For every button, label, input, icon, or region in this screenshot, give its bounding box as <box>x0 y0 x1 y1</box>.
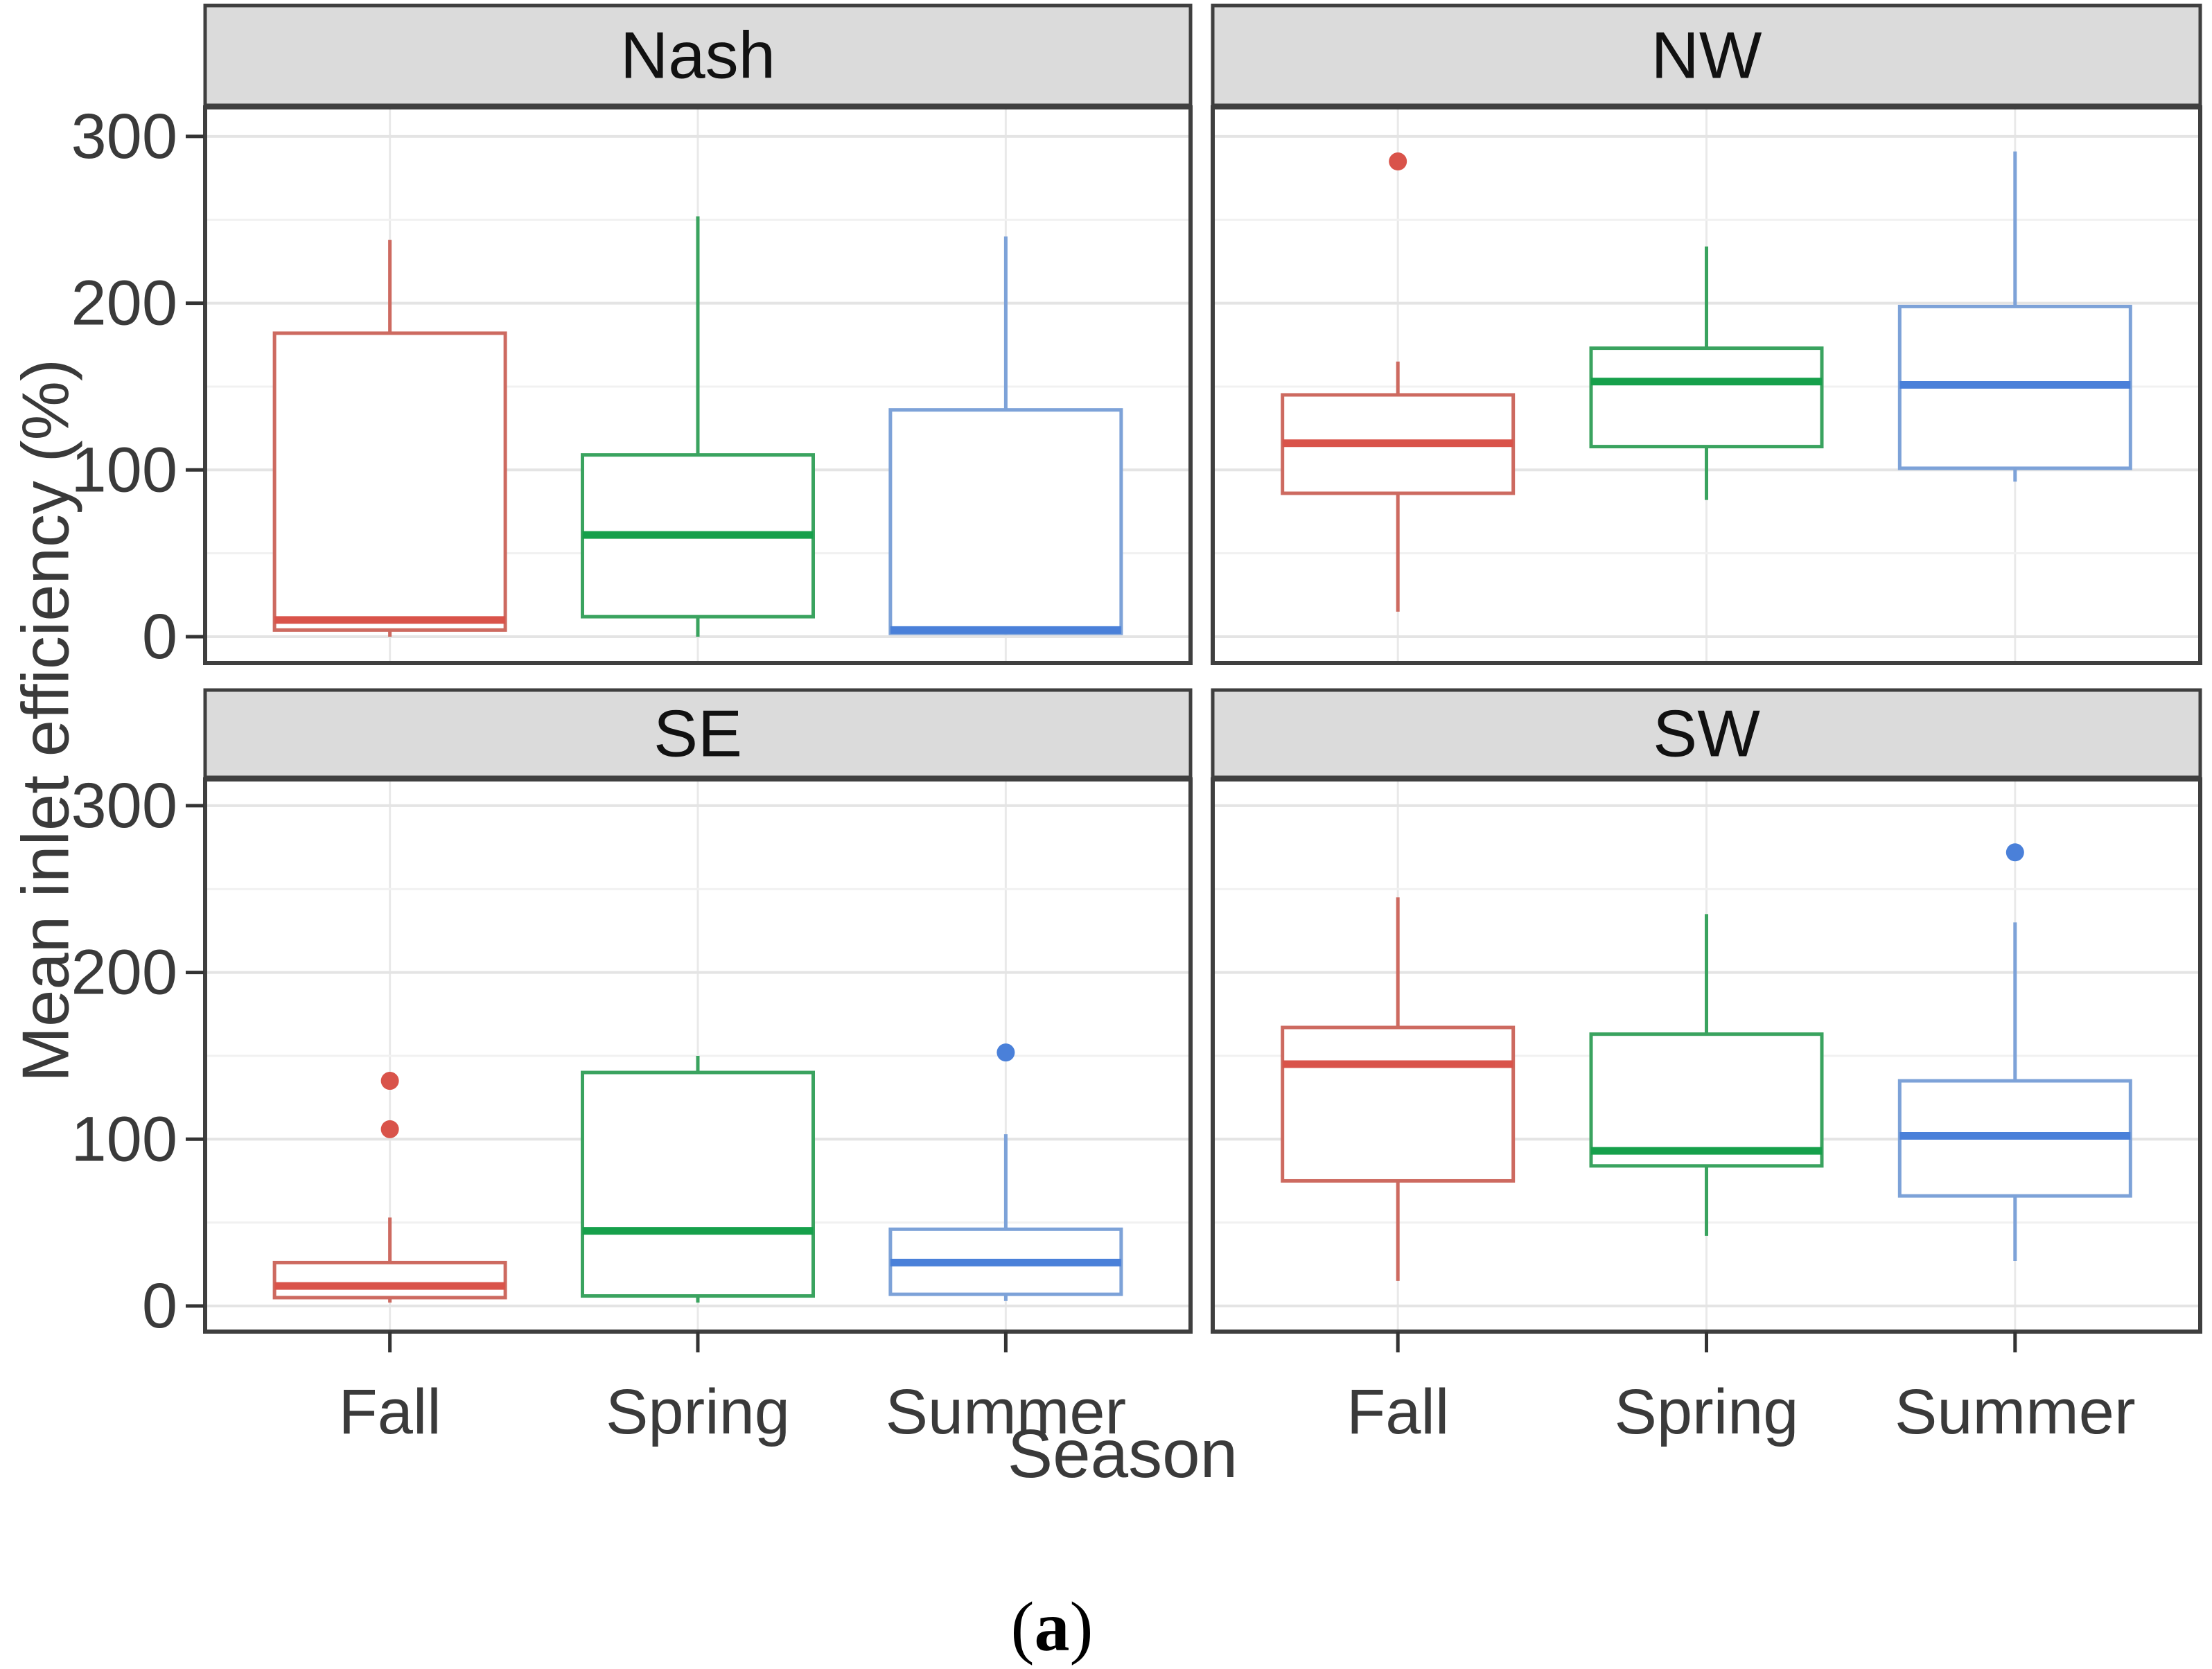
facet-panel-se: SE <box>203 688 1193 1334</box>
outlier-point <box>380 1072 399 1090</box>
iqr-box <box>272 1260 507 1300</box>
x-axis-tick-label-summer: Summer <box>1895 1377 2136 1447</box>
x-axis-tick-label-summer: Summer <box>886 1377 1127 1447</box>
x-axis-title: Season <box>1008 1415 1238 1492</box>
outlier-point <box>380 1120 399 1138</box>
iqr-box <box>1589 346 1824 449</box>
x-axis-tick-label-spring: Spring <box>606 1377 790 1447</box>
y-axis-tick-label: 300 <box>71 101 178 172</box>
boxplot-se-summer <box>888 1043 1123 1301</box>
y-axis-tick-label: 0 <box>142 1271 177 1341</box>
facet-strip <box>203 688 1193 779</box>
outlier-point <box>1389 152 1407 171</box>
boxplot-nash-summer <box>888 236 1123 635</box>
boxplot-nash-spring <box>581 216 815 637</box>
facet-panel-sw: SW <box>1211 688 2202 1334</box>
boxplot-nw-summer <box>1897 151 2132 482</box>
facet-strip <box>1211 3 2202 107</box>
facet-panel-nash: Nash <box>203 3 1193 665</box>
iqr-box <box>888 408 1123 635</box>
y-axis-tick-label: 200 <box>71 268 178 339</box>
y-axis-tick-label: 0 <box>142 601 177 672</box>
subfigure-caption: (a) <box>1011 1588 1094 1666</box>
facet-strip-label: NW <box>1651 19 1762 93</box>
y-axis-title: Mean inlet efficiency (%) <box>9 359 83 1082</box>
x-axis-tick-label-spring: Spring <box>1615 1377 1799 1447</box>
iqr-box <box>581 1070 815 1298</box>
y-axis-tick-label: 200 <box>71 937 178 1008</box>
boxplot-sw-spring <box>1589 914 1824 1236</box>
y-axis-tick-label: 300 <box>71 770 178 841</box>
facet-panel-nw: NW <box>1211 3 2202 665</box>
boxplot-se-spring <box>581 1055 815 1303</box>
facet-strip-label: SE <box>653 697 742 771</box>
x-axis-tick-label-fall: Fall <box>339 1377 441 1447</box>
boxplot-se-fall <box>272 1072 507 1303</box>
outlier-point <box>2005 843 2024 862</box>
y-axis-tick-label: 100 <box>71 434 178 505</box>
iqr-box <box>1281 1025 1516 1183</box>
x-axis-tick-label-fall: Fall <box>1346 1377 1449 1447</box>
panel-border <box>1211 105 2202 665</box>
boxplot-nw-fall <box>1281 152 1516 612</box>
y-axis-tick-label: 100 <box>71 1104 178 1174</box>
boxplot-nash-fall <box>272 240 507 637</box>
outlier-point <box>997 1043 1015 1062</box>
boxplot-sw-summer <box>1897 843 2132 1262</box>
panel-border <box>203 105 1193 665</box>
boxplot-sw-fall <box>1281 897 1516 1281</box>
facet-strip-label: SW <box>1653 697 1760 771</box>
iqr-box <box>1589 1032 1824 1168</box>
facet-strip-label: Nash <box>620 19 775 93</box>
iqr-box <box>272 331 507 632</box>
facet-strip <box>203 3 1193 107</box>
facet-strip <box>1211 688 2202 779</box>
boxplot-nw-spring <box>1589 246 1824 500</box>
